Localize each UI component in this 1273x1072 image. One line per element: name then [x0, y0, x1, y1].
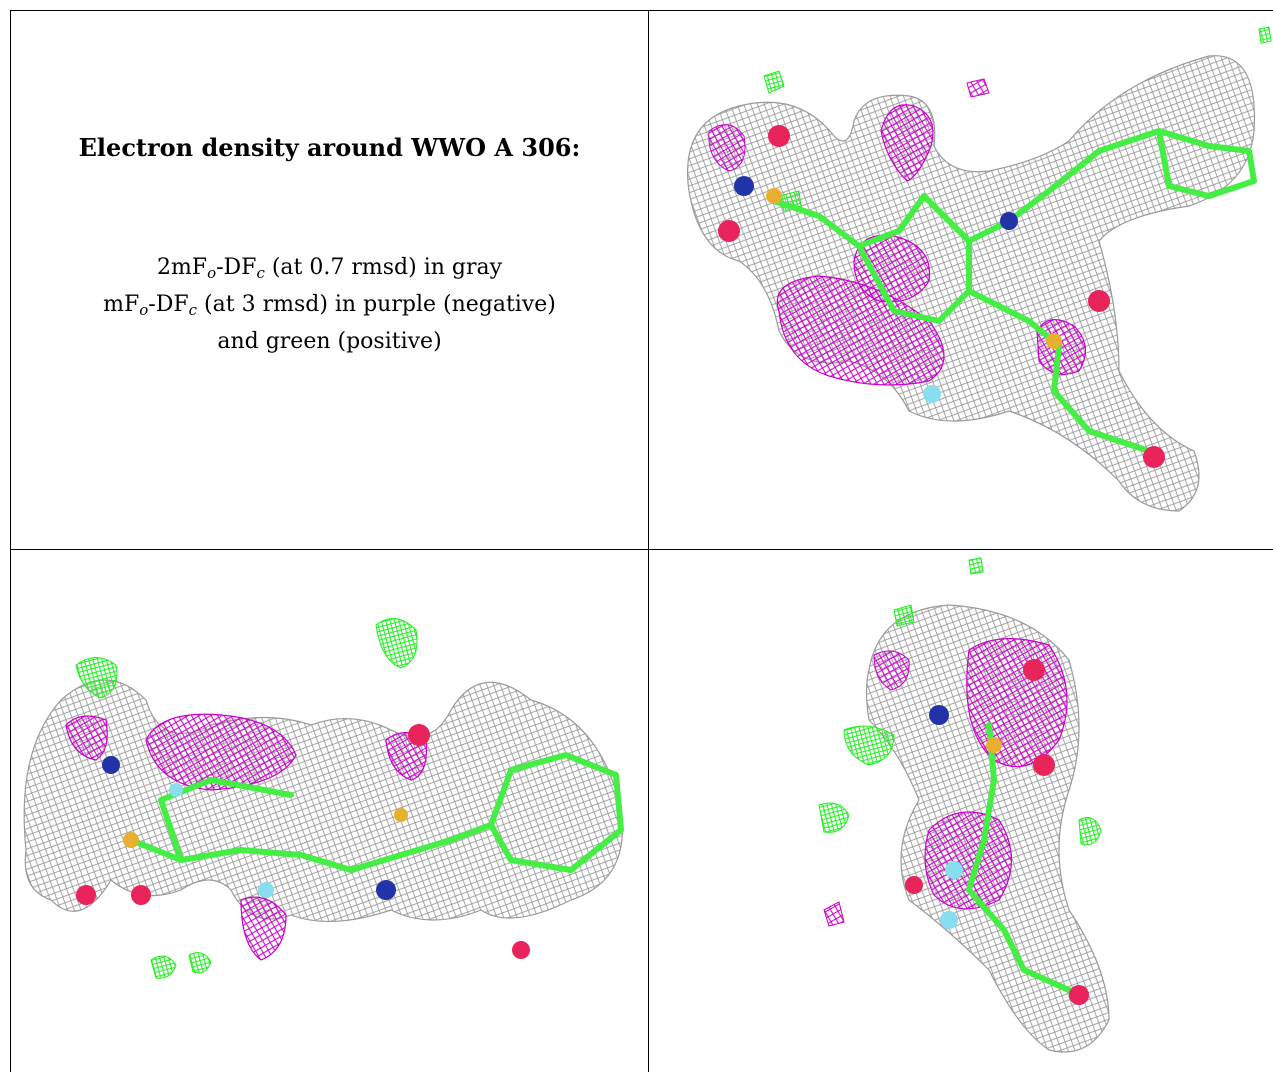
atom-spheres	[905, 659, 1089, 1005]
figure-table: Electron density around WWO A 306: 2mFo-…	[10, 10, 1273, 1072]
atom-spheres	[76, 724, 530, 959]
legend-line-fofc: mFo-DFc (at 3 rmsd) in purple (negative)	[103, 292, 556, 319]
molecule-sticks	[771, 128, 1257, 454]
legend-text: 2mFo-DFc (at 0.7 rmsd) in gray mFo-DFc (…	[11, 249, 648, 360]
density-render-view-3	[649, 550, 1273, 1072]
positive-mesh	[818, 557, 1102, 846]
molecule-sticks	[128, 752, 624, 873]
positive-mesh	[75, 618, 418, 979]
legend-line-2fofc: 2mFo-DFc (at 0.7 rmsd) in gray	[156, 255, 503, 282]
density-image-3	[818, 557, 1110, 1053]
caption-cell: Electron density around WWO A 306: 2mFo-…	[11, 11, 648, 549]
density-image-1	[687, 26, 1272, 512]
density-render-view-2	[11, 550, 648, 1072]
molecule-sticks	[966, 722, 1072, 993]
table-border-middle	[648, 10, 649, 1072]
figure-title: Electron density around WWO A 306:	[78, 133, 581, 162]
table-border-top	[10, 10, 1273, 11]
density-image-2	[23, 618, 624, 979]
legend-line-colors: and green (positive)	[217, 329, 442, 354]
table-border-left	[10, 10, 11, 1072]
negative-mesh	[708, 78, 1086, 386]
atom-spheres	[718, 125, 1165, 468]
gray-mesh	[23, 679, 623, 923]
table-border-row	[10, 549, 1273, 550]
negative-mesh	[65, 713, 428, 961]
density-render-view-1	[649, 11, 1273, 549]
